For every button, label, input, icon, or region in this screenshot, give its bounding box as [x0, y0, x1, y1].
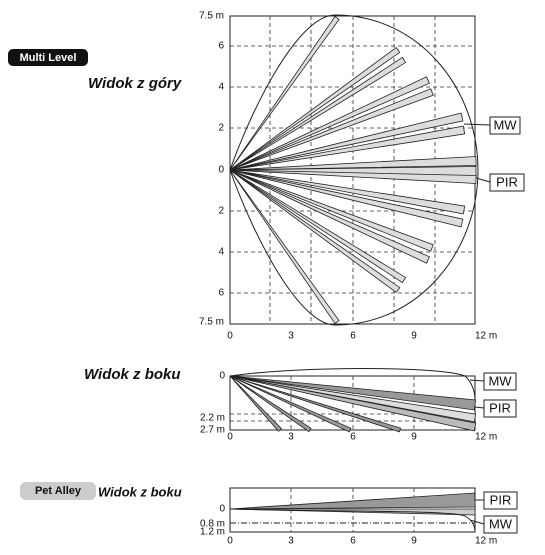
beam — [229, 169, 430, 264]
y-label: 4 — [218, 82, 224, 93]
y-label: 7.5 m — [199, 11, 224, 22]
badge — [20, 482, 96, 500]
y-label: 7.5 m — [199, 317, 224, 328]
beam — [229, 112, 464, 171]
view-title: Widok z góry — [88, 75, 182, 92]
x-label: 0 — [227, 331, 233, 342]
y-label: 0 — [218, 165, 224, 176]
beam — [229, 125, 466, 171]
callout-label: MW — [488, 373, 512, 388]
coverage — [229, 508, 476, 533]
beam — [229, 169, 401, 294]
coverage — [229, 14, 479, 326]
y-label: 1.2 m — [200, 527, 225, 538]
x-label: 9 — [411, 432, 417, 443]
x-label: 6 — [350, 432, 356, 443]
view-title: Widok z boku — [98, 484, 182, 499]
beam — [229, 375, 312, 433]
callout-box — [483, 515, 518, 534]
badge-text: Pet Alley — [35, 485, 82, 497]
x-label: 3 — [288, 432, 294, 443]
x-label: 12 m — [475, 536, 497, 547]
callout-label: PIR — [490, 492, 512, 507]
x-label: 0 — [227, 536, 233, 547]
x-label: 0 — [227, 432, 233, 443]
callout-box — [483, 372, 517, 391]
beam — [229, 88, 434, 171]
x-label: 3 — [288, 331, 294, 342]
leader — [469, 379, 485, 382]
callout-label: PIR — [489, 400, 511, 415]
y-label: 2 — [218, 123, 224, 134]
y-label: 6 — [218, 41, 224, 52]
beam — [229, 169, 434, 252]
leader — [474, 406, 485, 409]
beam — [229, 76, 430, 171]
callout-label: MW — [493, 117, 517, 132]
beam — [229, 169, 464, 228]
y-label: 4 — [218, 247, 224, 258]
x-label: 6 — [350, 331, 356, 342]
view-title: Widok z boku — [84, 366, 181, 383]
badge-text: Multi Level — [20, 52, 77, 64]
beam — [229, 16, 340, 171]
leader — [469, 519, 485, 525]
callout-box — [483, 491, 518, 510]
beam — [229, 46, 401, 171]
y-label: 6 — [218, 288, 224, 299]
beam — [229, 56, 407, 171]
y-label: 0 — [219, 504, 225, 515]
x-label: 12 m — [475, 331, 497, 342]
badge — [8, 49, 88, 66]
callout-box — [483, 399, 517, 418]
y-label: 2.7 m — [200, 425, 225, 436]
leader — [463, 123, 491, 126]
y-label: 0.8 m — [200, 519, 225, 530]
callout-label: PIR — [496, 174, 518, 189]
beam — [229, 375, 352, 433]
x-label: 9 — [411, 536, 417, 547]
callout-box — [489, 116, 521, 135]
beam — [229, 169, 407, 284]
x-label: 3 — [288, 536, 294, 547]
beam — [229, 375, 477, 432]
beam — [229, 156, 477, 171]
beam — [229, 169, 466, 215]
x-label: 9 — [411, 331, 417, 342]
leader — [475, 177, 491, 183]
x-label: 12 m — [475, 432, 497, 443]
beam — [229, 375, 283, 432]
callout-box — [489, 173, 525, 192]
beam — [229, 375, 477, 411]
y-label: 2 — [218, 206, 224, 217]
x-label: 6 — [350, 536, 356, 547]
y-label: 0 — [219, 371, 225, 382]
coverage — [229, 368, 476, 401]
beam — [229, 166, 477, 176]
callout-label: MW — [489, 516, 513, 531]
beam — [229, 169, 340, 324]
y-label: 2.2 m — [200, 413, 225, 424]
beam — [229, 375, 402, 433]
